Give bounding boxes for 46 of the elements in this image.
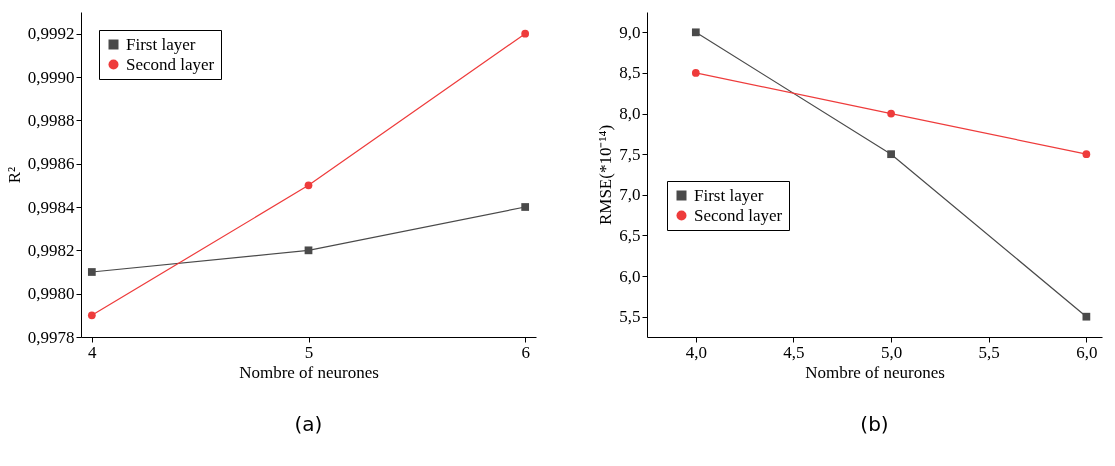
point <box>1082 312 1091 321</box>
point <box>887 109 895 118</box>
y-tick-label: 6,5 <box>619 225 641 245</box>
y-tick-label: 6,0 <box>619 266 641 286</box>
y-tick-label: 7,0 <box>619 185 641 205</box>
text: (a) <box>294 412 323 436</box>
x-tick-label: 6,0 <box>1076 342 1098 362</box>
y-tick-label: 0,9980 <box>27 284 75 304</box>
x-tick-label: 5,5 <box>978 342 1000 362</box>
point <box>87 268 96 276</box>
point <box>691 69 700 77</box>
x-tick-label: 4,5 <box>783 342 805 362</box>
y-tick-label: 7,5 <box>619 144 641 164</box>
y-tick-label: 0,9988 <box>27 110 75 130</box>
point <box>521 29 530 38</box>
legend-label: Second layer <box>126 54 215 74</box>
point <box>1082 150 1091 159</box>
x-tick-label: 5,0 <box>880 342 903 362</box>
y-tick-label: 0,9984 <box>27 197 75 217</box>
y-axis-title: RMSE(*10⁻¹⁴) <box>596 124 616 226</box>
legend-label: First layer <box>694 185 764 205</box>
point <box>691 28 700 37</box>
y-axis-title: R² <box>4 166 24 184</box>
legend-label: Second layer <box>694 205 783 225</box>
x-tick-label: 4,0 <box>685 342 707 362</box>
text: (b) <box>860 412 889 436</box>
point <box>87 311 96 320</box>
y-tick-label: 0,9978 <box>27 327 75 347</box>
x-tick-label: 5 <box>304 342 314 362</box>
y-tick-label: 0,9982 <box>27 240 75 260</box>
y-tick-label: 9,0 <box>619 22 641 42</box>
y-tick-label: 0,9990 <box>27 67 75 87</box>
point <box>304 181 313 190</box>
point <box>521 203 530 211</box>
y-tick-label: 8,5 <box>619 63 641 83</box>
x-axis-title: Nombre of neurones <box>239 362 379 382</box>
point <box>887 150 895 159</box>
y-tick-label: 5,5 <box>619 307 641 327</box>
y-tick-label: 0,9986 <box>27 154 75 174</box>
y-tick-label: 0,9992 <box>27 24 75 44</box>
x-axis-title: Nombre of neurones <box>805 362 945 382</box>
x-tick-label: 4 <box>88 342 98 362</box>
point <box>304 246 313 255</box>
y-tick-label: 8,0 <box>619 104 641 124</box>
legend-label: First layer <box>126 34 196 54</box>
x-tick-label: 6 <box>521 342 530 362</box>
